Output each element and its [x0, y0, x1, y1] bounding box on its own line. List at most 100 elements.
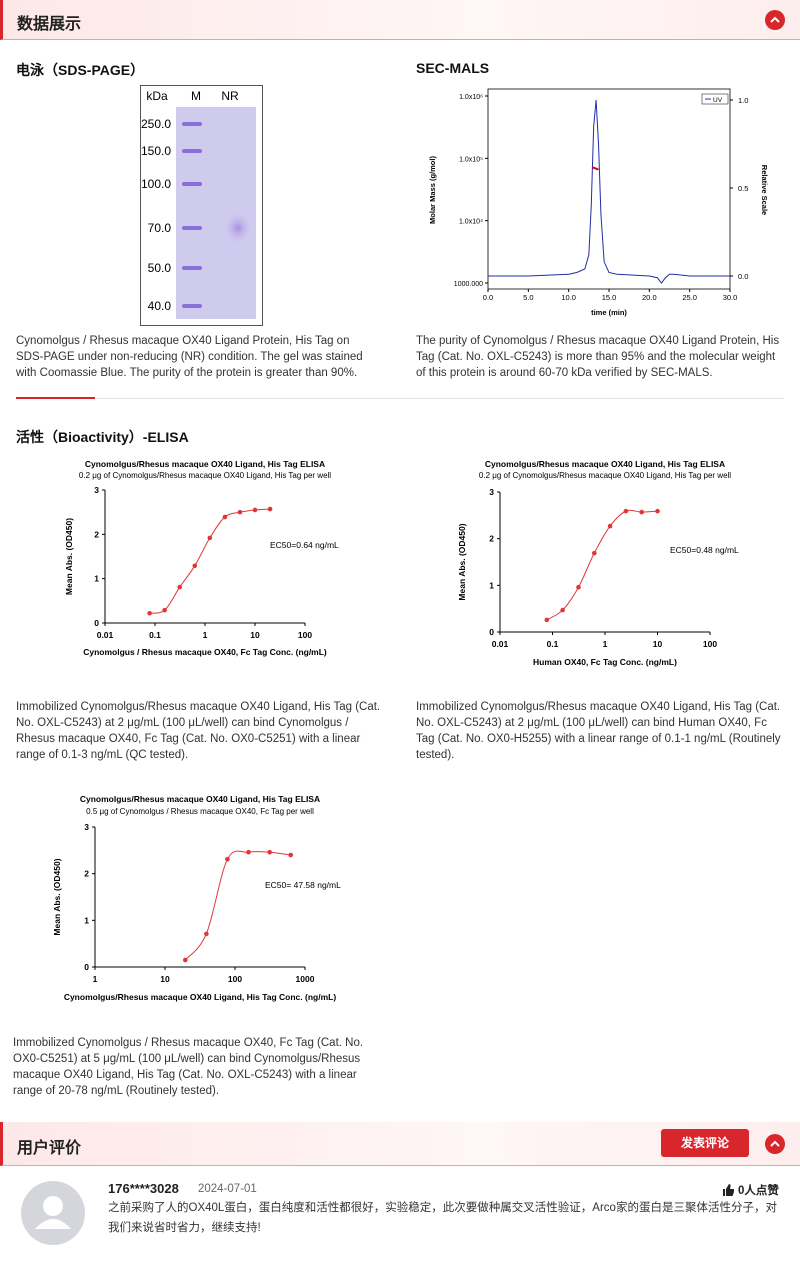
series-line	[488, 99, 730, 284]
sample-band	[224, 212, 252, 244]
data-point	[192, 563, 198, 569]
y-tick-label: 1	[84, 915, 89, 925]
subheading: 活性（Bioactivity）-ELISA	[16, 429, 189, 445]
caption: Immobilized Cynomolgus/Rhesus macaque OX…	[416, 701, 781, 761]
caption: The purity of Cynomolgus / Rhesus macaqu…	[416, 335, 780, 379]
x-tick-label: 100	[703, 639, 717, 649]
fit-curve	[184, 850, 291, 961]
chart-subtitle: 0.2 μg of Cynomolgus/Rhesus macaque OX40…	[79, 471, 331, 480]
legend-box	[701, 93, 729, 105]
data-point	[246, 849, 251, 855]
x-tick-label: 100	[298, 630, 312, 640]
section-header: 用户评价 发表评论	[0, 1122, 800, 1166]
marker-label: 150.0	[141, 144, 171, 158]
data-point	[162, 607, 167, 613]
y-tick-label: 1	[489, 580, 494, 590]
x-tick-label: 0.0	[483, 293, 493, 302]
x-tick-label: 5.0	[523, 293, 533, 302]
x-tick-label: 0.1	[547, 639, 559, 649]
avatar	[21, 1181, 85, 1245]
data-point	[591, 550, 597, 556]
section-header: 数据展示	[0, 0, 800, 40]
subheading: SEC-MALS	[416, 60, 490, 76]
x-tick-label: 1	[603, 639, 608, 649]
x-tick-label: 15.0	[602, 293, 617, 302]
chart-title: Cynomolgus/Rhesus macaque OX40 Ligand, H…	[485, 459, 725, 469]
marker-label: 250.0	[141, 117, 171, 131]
y-axis-label: Mean Abs. (OD450)	[64, 518, 74, 595]
data-point	[607, 523, 613, 529]
x-tick-label: 0.01	[492, 639, 509, 649]
y-axis-label: Mean Abs. (OD450)	[457, 523, 467, 600]
y-tick-label: 2	[489, 534, 494, 544]
review-text: 之前采购了人的OX40L蛋白，蛋白纯度和活性都很好，实验稳定，此次要做种属交叉活…	[108, 1202, 777, 1234]
marker-band	[182, 182, 202, 186]
chart-subtitle: 0.5 μg of Cynomolgus / Rhesus macaque OX…	[86, 807, 314, 816]
marker-band	[182, 304, 202, 308]
marker-band	[182, 266, 202, 270]
collapse-button[interactable]	[765, 10, 785, 30]
chart-subtitle: 0.2 μg of Cynomolgus/Rhesus macaque OX40…	[479, 471, 731, 480]
y2-tick-label: 1.0	[738, 96, 748, 105]
data-point	[177, 584, 183, 590]
annotation: EC50= 47.58 ng/mL	[265, 880, 341, 890]
annotation: EC50=0.48 ng/mL	[670, 545, 739, 555]
x-tick-label: 100	[228, 974, 242, 984]
y-tick-label: 1.0x10⁵	[459, 156, 483, 163]
section-title: 数据展示	[17, 16, 82, 33]
like-count[interactable]: 0人点赞	[722, 1182, 779, 1198]
divider-accent	[16, 397, 95, 399]
data-point	[252, 507, 258, 513]
data-point	[183, 957, 188, 963]
data-point	[267, 849, 272, 855]
elisa-chart: Cynomolgus/Rhesus macaque OX40 Ligand, H…	[457, 459, 739, 667]
y-tick-label: 3	[94, 485, 99, 495]
data-point	[222, 514, 228, 520]
y-tick-label: 0	[489, 627, 494, 637]
y2-tick-label: 0.5	[738, 184, 748, 193]
y-tick-label: 3	[489, 487, 494, 497]
x-tick-label: 1	[203, 630, 208, 640]
y-tick-label: 2	[94, 529, 99, 539]
y2-axis-label: Relative Scale	[760, 165, 769, 215]
fit-curve	[149, 508, 271, 614]
data-point	[237, 509, 243, 515]
chevron-icon	[770, 1140, 780, 1147]
gel-lane-area	[176, 107, 256, 319]
thumb-icon	[723, 1184, 734, 1196]
marker-band	[182, 122, 202, 126]
marker-label: 40.0	[148, 299, 172, 313]
gel-header: M	[191, 89, 201, 103]
data-point	[655, 508, 660, 514]
x-tick-label: 10	[160, 974, 170, 984]
x-tick-label: 1000	[296, 974, 315, 984]
data-point	[639, 509, 644, 515]
y-tick-label: 1000.000	[454, 281, 483, 288]
x-tick-label: 30.0	[723, 293, 738, 302]
gel-image: kDa M NR 250.0 150.0 100.0 70.0 50.0 40.0	[140, 85, 263, 326]
elisa-chart: Cynomolgus/Rhesus macaque OX40 Ligand, H…	[52, 794, 341, 1002]
chevron-icon	[770, 16, 780, 23]
subheading: 电泳（SDS-PAGE）	[16, 62, 145, 78]
x-tick-label: 10	[653, 639, 663, 649]
y2-tick-label: 0.0	[738, 272, 748, 281]
x-axis-label: time (min)	[591, 308, 627, 317]
data-point	[225, 856, 230, 862]
data-point	[288, 852, 294, 858]
data-point	[576, 584, 581, 590]
y-tick-label: 1	[94, 574, 99, 584]
chart-title: Cynomolgus/Rhesus macaque OX40 Ligand, H…	[80, 794, 320, 804]
comment-button[interactable]: 发表评论	[661, 1129, 749, 1157]
caption: Immobilized Cynomolgus / Rhesus macaque …	[13, 1037, 364, 1097]
data-point	[267, 506, 273, 512]
divider	[16, 398, 784, 399]
review-date: 2024-07-01	[198, 1183, 257, 1195]
x-tick-label: 0.1	[149, 630, 161, 640]
x-tick-label: 1	[93, 974, 98, 984]
chart-title: Cynomolgus/Rhesus macaque OX40 Ligand, H…	[85, 459, 325, 469]
x-tick-label: 10.0	[561, 293, 576, 302]
collapse-button[interactable]	[765, 1134, 785, 1154]
marker-label: 50.0	[148, 261, 172, 275]
caption: Cynomolgus / Rhesus macaque OX40 Ligand …	[16, 335, 363, 379]
